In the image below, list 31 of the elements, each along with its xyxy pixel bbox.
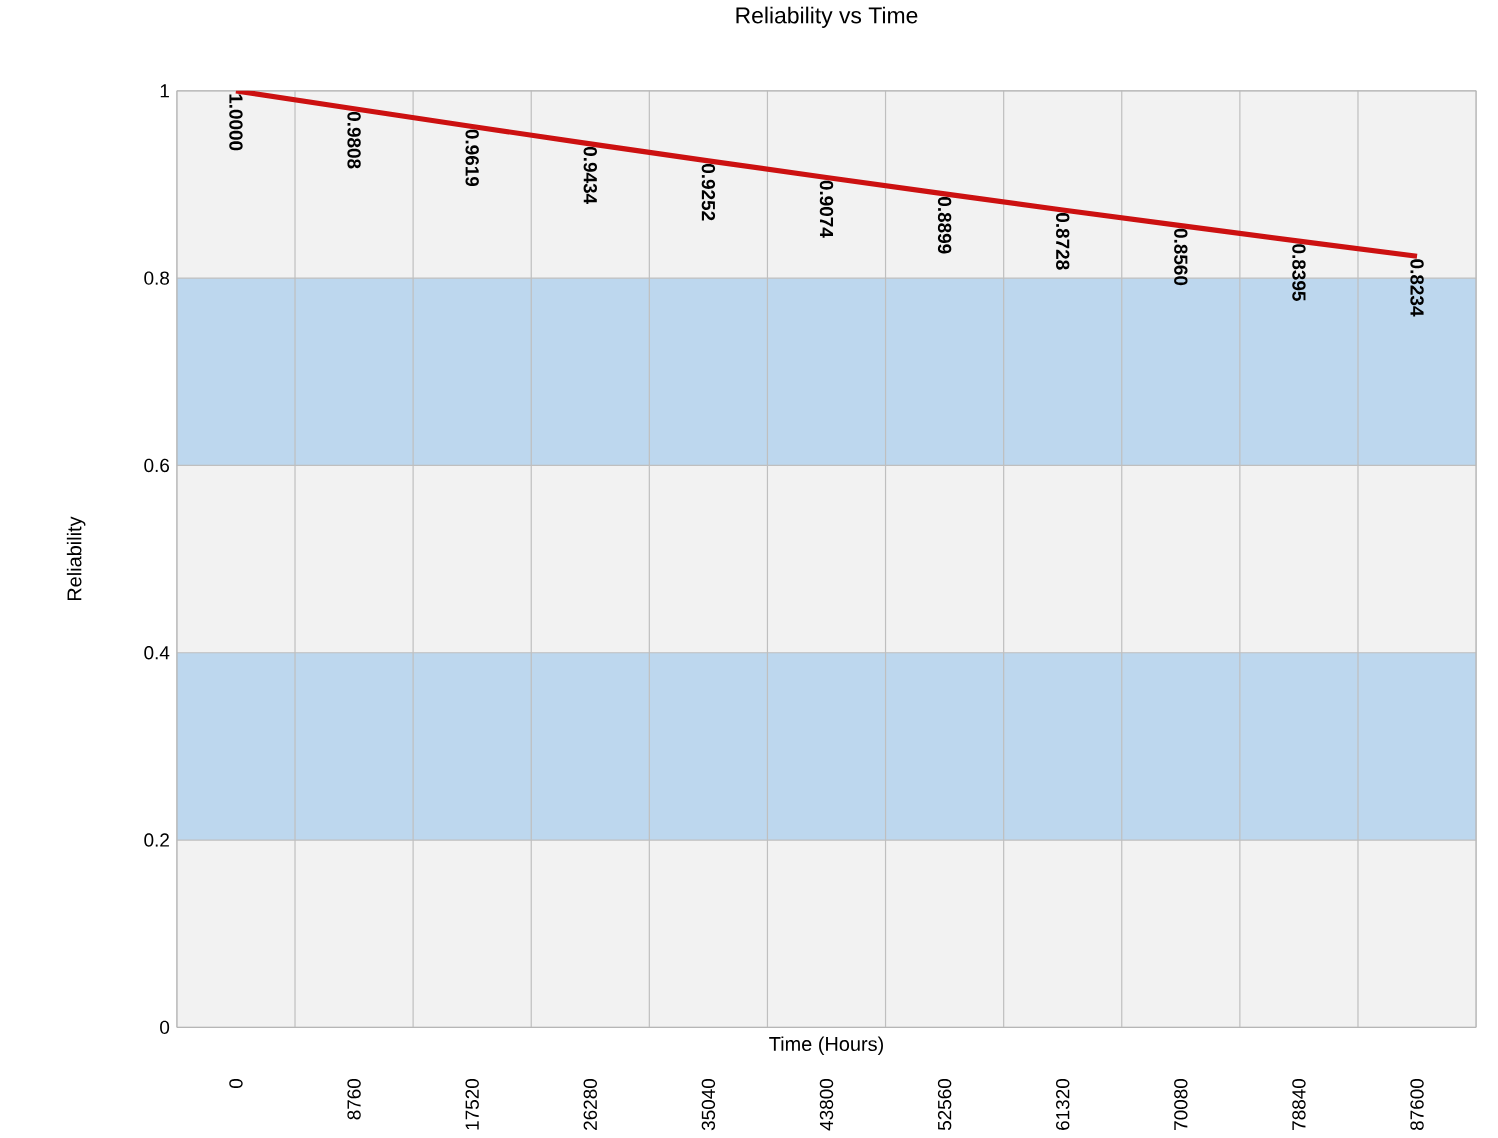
y-tick-label: 1 (160, 84, 169, 98)
y-axis-title: Reliability (66, 516, 86, 601)
y-tick-label: 0 (160, 1020, 170, 1035)
chart-title: Reliability vs Time (736, 6, 918, 29)
x-tick-label: 70080 (1174, 1079, 1188, 1130)
data-label: 0.9252 (701, 164, 716, 221)
y-tick-label: 0.2 (144, 833, 169, 847)
x-tick-label: 0 (229, 1079, 243, 1089)
y-tick-label: 0.8 (144, 271, 170, 285)
y-tick-label: 0.4 (144, 646, 170, 660)
x-axis-title: Time (Hours) (769, 1036, 883, 1055)
x-tick-label: 61320 (1056, 1079, 1070, 1130)
data-label: 0.9808 (347, 111, 361, 169)
x-tick-label: 26280 (583, 1079, 597, 1130)
data-label: 0.8728 (1056, 213, 1070, 270)
data-label: 0.9619 (465, 129, 479, 187)
x-tick-label: 35040 (701, 1079, 716, 1131)
x-tick-label: 87600 (1410, 1079, 1424, 1131)
data-label: 0.8395 (1292, 244, 1306, 301)
data-label: 1.0000 (229, 94, 243, 151)
data-label: 0.9434 (583, 147, 597, 205)
data-label: 0.8234 (1410, 259, 1424, 317)
x-tick-label: 43800 (819, 1079, 834, 1131)
x-tick-label: 8760 (347, 1079, 361, 1120)
x-tick-label: 52560 (937, 1079, 952, 1131)
data-label: 0.8560 (1174, 228, 1188, 286)
data-label: 0.9074 (819, 180, 834, 238)
y-tick-label: 0.6 (144, 458, 170, 473)
data-label: 0.8899 (937, 197, 952, 254)
x-tick-label: 17520 (465, 1079, 479, 1130)
x-tick-label: 78840 (1292, 1079, 1306, 1130)
